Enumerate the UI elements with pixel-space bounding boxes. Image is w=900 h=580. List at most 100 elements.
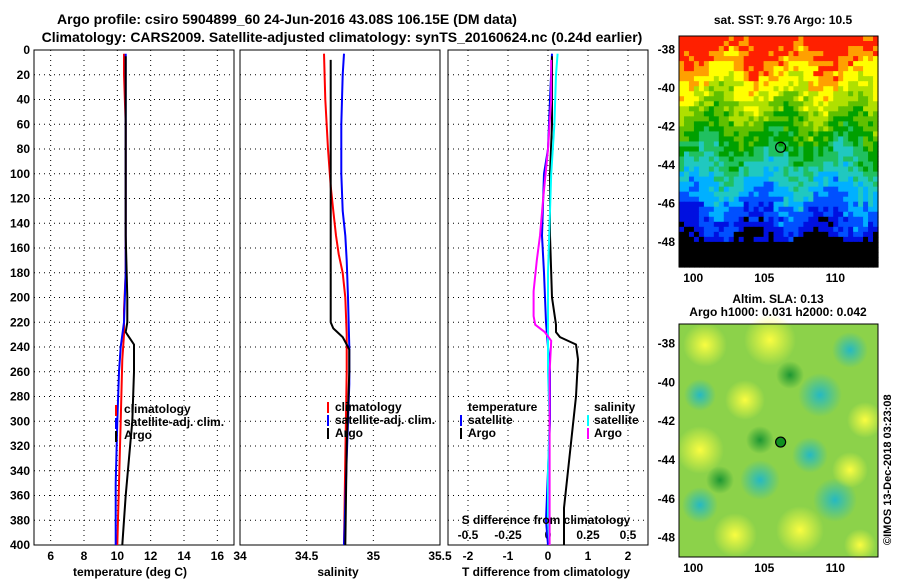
sst-cell	[778, 51, 785, 57]
sst-cell	[838, 106, 844, 112]
sst-cell	[748, 256, 755, 263]
sst-cell	[833, 261, 839, 268]
lon-tick-label: 110	[826, 561, 846, 575]
sst-cell	[808, 121, 814, 127]
sst-cell	[788, 251, 795, 258]
sst-cell	[823, 251, 829, 258]
sst-cell	[863, 91, 869, 97]
sst-cell	[778, 186, 785, 193]
sst-cell	[683, 51, 690, 57]
sst-cell	[843, 171, 849, 178]
title-line-2: Climatology: CARS2009. Satellite-adjuste…	[42, 29, 643, 45]
sst-cell	[863, 46, 869, 52]
sst-cell	[798, 171, 804, 178]
sst-cell	[853, 101, 859, 107]
sst-cell	[703, 46, 710, 52]
sst-cell	[708, 201, 715, 208]
sst-cell	[873, 56, 879, 62]
sst-map-frame	[678, 35, 879, 268]
sst-cell	[753, 196, 760, 203]
sst-cell	[738, 36, 745, 42]
sst-cell	[763, 91, 770, 97]
sst-cell	[698, 241, 705, 248]
sst-cell	[728, 201, 735, 208]
sst-cell	[708, 141, 715, 148]
sla-lat-tick-labels: -38-40-42-44-46-48	[658, 336, 676, 544]
y-tick-label: 100	[10, 167, 30, 181]
sst-cell	[873, 81, 879, 87]
sst-cell	[868, 201, 874, 208]
sst-cell	[743, 106, 750, 112]
sst-cell	[778, 261, 785, 268]
sst-cell	[808, 116, 814, 122]
sst-cell	[718, 71, 725, 77]
sst-cell	[688, 116, 695, 122]
sst-cell	[838, 51, 844, 57]
sst-cell	[753, 191, 760, 198]
sst-cell	[753, 81, 760, 87]
sst-cell	[753, 181, 760, 188]
sst-cell	[763, 111, 770, 117]
sst-cell	[793, 81, 799, 87]
sst-cell	[743, 36, 750, 42]
sst-cell	[783, 181, 790, 188]
sst-cell	[763, 126, 770, 133]
sst-cell	[858, 156, 864, 163]
sst-cell	[763, 176, 770, 183]
sst-cell	[748, 151, 755, 158]
sst-cell	[858, 161, 864, 168]
sst-cell	[713, 196, 720, 203]
sst-cell	[803, 136, 809, 143]
sst-cell	[733, 221, 740, 228]
sst-cell	[693, 131, 700, 138]
sst-cell	[738, 96, 745, 102]
sst-cell	[679, 41, 685, 47]
sst-cell	[833, 111, 839, 117]
sst-cell	[873, 91, 879, 97]
sst-cell	[818, 151, 824, 158]
sst-cell	[728, 171, 735, 178]
sst-cell	[698, 246, 705, 253]
sst-cell	[713, 66, 720, 72]
sst-map-panel: sat. SST: 9.76 Argo: 10.5 -38-40-42-44-4…	[658, 13, 879, 285]
sst-cell	[723, 176, 730, 183]
sst-cell	[808, 56, 814, 62]
sst-cell	[728, 96, 735, 102]
sst-cell	[738, 66, 745, 72]
sst-cell	[743, 161, 750, 168]
sst-cell	[783, 161, 790, 168]
sst-cell	[743, 111, 750, 117]
sst-cell	[698, 151, 705, 158]
sst-cell	[683, 86, 690, 92]
sst-cell	[708, 116, 715, 122]
sst-cell	[793, 46, 799, 52]
sst-cell	[748, 186, 755, 193]
sst-cell	[693, 151, 700, 158]
lat-tick-label: -44	[658, 158, 676, 172]
sst-cell	[679, 206, 685, 213]
sst-cell	[723, 151, 730, 158]
sst-cell	[773, 91, 780, 97]
sst-cell	[758, 211, 765, 218]
sst-cell	[788, 116, 795, 122]
sst-cell	[813, 131, 819, 138]
sst-cell	[688, 236, 695, 243]
sst-cell	[823, 201, 829, 208]
y-tick-label: 120	[10, 192, 30, 206]
sst-cell	[868, 196, 874, 203]
sst-cell	[858, 131, 864, 138]
sst-cell	[768, 141, 775, 148]
sst-cell	[813, 156, 819, 163]
sst-cell	[728, 236, 735, 243]
sst-cell	[758, 216, 765, 223]
sst-cell	[803, 131, 809, 138]
sst-cell	[708, 211, 715, 218]
sst-cell	[823, 121, 829, 127]
sst-cell	[803, 71, 809, 77]
sst-cell	[783, 41, 790, 47]
sst-cell	[743, 201, 750, 208]
sst-cell	[803, 141, 809, 148]
sst-cell	[833, 226, 839, 233]
sst-cell	[728, 116, 735, 122]
sst-cell	[848, 86, 854, 92]
